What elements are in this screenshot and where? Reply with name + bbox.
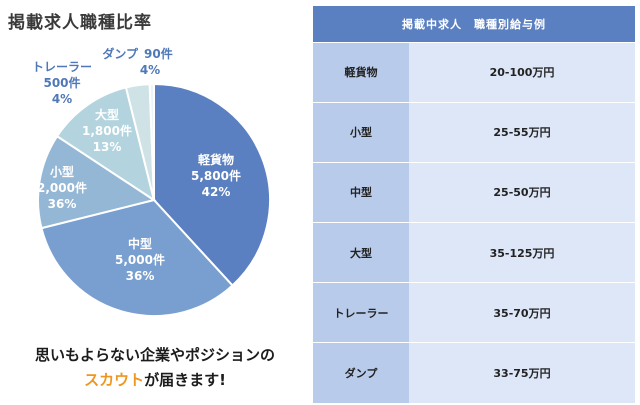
job-type-cell: ダンプ <box>313 342 409 403</box>
pie-slice-kei-kamotsu <box>153 82 272 287</box>
job-type-cell: 中型 <box>313 161 409 223</box>
salary-table: 掲載中求人 職種別給与例 軽貨物 20-100万円 小型 25-55万円 中型 … <box>313 6 635 403</box>
salary-cell: 20-100万円 <box>409 41 635 103</box>
slice-label-percent-kei-kamotsu: 42% <box>202 185 231 199</box>
slice-label-category-trailer: トレーラー <box>32 60 92 74</box>
tagline-accent: スカウト <box>84 371 145 389</box>
job-type-cell: 小型 <box>313 101 409 163</box>
job-type-cell: 大型 <box>313 221 409 283</box>
table-row: 軽貨物 20-100万円 <box>313 41 635 103</box>
salary-table-title: 掲載中求人 職種別給与例 <box>313 6 635 42</box>
slice-label-percent-kogata: 36% <box>48 197 77 211</box>
pie-slice-ogata <box>55 86 156 203</box>
table-row: ダンプ 33-75万円 <box>313 342 635 403</box>
salary-cell: 35-125万円 <box>409 221 635 283</box>
slice-label-count-trailer: 500件 <box>43 75 80 90</box>
slice-label-category-kogata: 小型 <box>50 164 74 179</box>
slice-label-category-ogata: 大型 <box>95 107 119 122</box>
slice-label-percent-dump: 4% <box>140 63 160 77</box>
slice-label-category-kei-kamotsu: 軽貨物 <box>198 152 234 167</box>
table-row: トレーラー 35-70万円 <box>313 282 635 343</box>
salary-cell: 35-70万円 <box>409 282 635 343</box>
tagline-rest: が届きます! <box>144 371 226 389</box>
slice-label-count-ogata: 1,800件 <box>82 123 132 138</box>
table-row: 大型 35-125万円 <box>313 221 635 283</box>
salary-cell: 33-75万円 <box>409 342 635 403</box>
slice-label-count-kei-kamotsu: 5,800件 <box>191 168 241 183</box>
slice-label-percent-ogata: 13% <box>93 140 122 154</box>
table-row: 小型 25-55万円 <box>313 101 635 163</box>
tagline-line-2: スカウトが届きます! <box>10 369 300 390</box>
salary-cell: 25-50万円 <box>409 161 635 223</box>
tagline-line-1: 思いもよらない企業やポジションの <box>34 346 275 364</box>
job-type-cell: トレーラー <box>313 282 409 343</box>
slice-label-percent-trailer: 4% <box>52 92 72 106</box>
table-row: 中型 25-50万円 <box>313 161 635 223</box>
slice-label-category-dump: ダンプ <box>102 46 139 61</box>
chart-title: 掲載求人職種比率 <box>8 13 152 33</box>
slice-label-percent-chugata: 36% <box>126 269 155 283</box>
pie-slice-dump <box>148 82 155 201</box>
pie-slice-kogata <box>37 134 157 230</box>
slice-label-count-dump: 90件 <box>144 46 173 61</box>
pie-slice-chugata <box>40 198 234 317</box>
salary-cell: 25-55万円 <box>409 101 635 163</box>
job-type-cell: 軽貨物 <box>313 41 409 103</box>
slice-label-category-chugata: 中型 <box>128 236 152 251</box>
slice-label-count-chugata: 5,000件 <box>115 252 165 267</box>
slice-label-count-kogata: 2,000件 <box>37 180 87 195</box>
